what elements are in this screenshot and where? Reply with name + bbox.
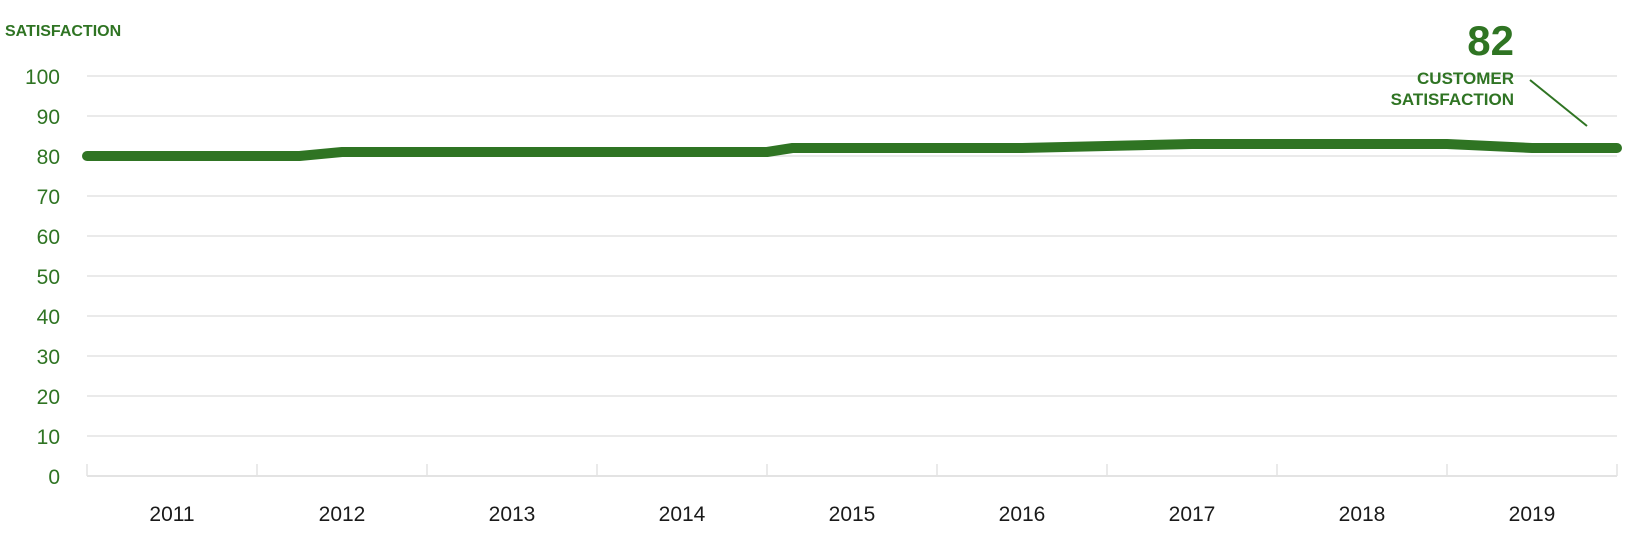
y-tick-label-30: 30 xyxy=(37,346,60,369)
x-tick-label-2011: 2011 xyxy=(149,503,194,526)
x-axis: 2011 2012 2013 2014 2015 2016 2017 2018 2019 xyxy=(86,464,1618,526)
x-tick-label-2019: 2019 xyxy=(1509,503,1556,526)
x-tick-label-2012: 2012 xyxy=(319,503,366,526)
callout-label-line2: SATISFACTION xyxy=(1391,90,1514,109)
x-tick-label-2014: 2014 xyxy=(659,503,706,526)
x-tick-label-2013: 2013 xyxy=(489,503,536,526)
latest-value-callout: 82 CUSTOMER SATISFACTION xyxy=(1391,17,1588,127)
y-tick-label-90: 90 xyxy=(37,106,60,129)
y-tick-label-100: 100 xyxy=(25,66,60,89)
x-tick-label-2015: 2015 xyxy=(829,503,876,526)
callout-value: 82 xyxy=(1467,17,1514,64)
callout-label-line1: CUSTOMER xyxy=(1417,69,1514,88)
y-tick-label-50: 50 xyxy=(37,266,60,289)
callout-leader-line xyxy=(1529,79,1588,127)
y-tick-label-0: 0 xyxy=(48,466,60,489)
y-tick-label-20: 20 xyxy=(37,386,60,409)
series-line-0 xyxy=(82,139,1622,161)
y-tick-label-80: 80 xyxy=(37,146,60,169)
y-axis-ticks: 0 10 20 30 40 50 60 70 80 90 100 xyxy=(25,66,60,489)
y-tick-label-40: 40 xyxy=(37,306,60,329)
gridlines xyxy=(87,75,1617,477)
y-axis-title: SATISFACTION xyxy=(5,23,121,40)
y-tick-label-60: 60 xyxy=(37,226,60,249)
x-tick-label-2018: 2018 xyxy=(1339,503,1386,526)
y-tick-label-10: 10 xyxy=(37,426,60,449)
series-layer xyxy=(82,139,1622,161)
y-tick-label-70: 70 xyxy=(37,186,60,209)
x-tick-label-2017: 2017 xyxy=(1169,503,1216,526)
x-tick-label-2016: 2016 xyxy=(999,503,1046,526)
